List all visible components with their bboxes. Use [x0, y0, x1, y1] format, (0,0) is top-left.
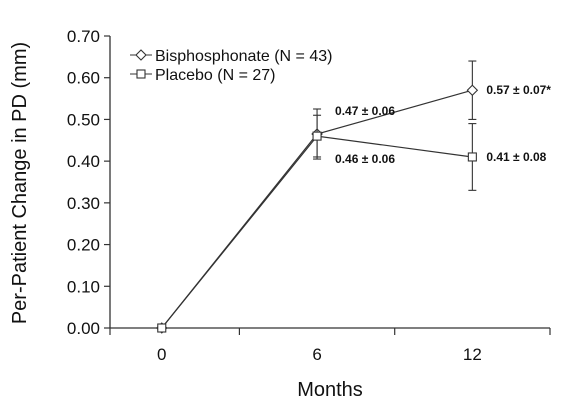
y-tick-label: 0.50 [67, 110, 100, 129]
axes: 0.00 0.10 0.20 0.30 0.40 0.50 0.60 0.70 0 6 12 [67, 27, 551, 364]
y-tick-label: 0.60 [67, 69, 100, 88]
data-label: 0.47 ± 0.06 [335, 104, 395, 118]
y-tick-label: 0.70 [67, 27, 100, 46]
y-tick-label: 0.20 [67, 236, 100, 255]
data-label: 0.41 ± 0.08 [486, 150, 546, 164]
data-point-square [467, 152, 477, 162]
data-point-square [157, 323, 167, 333]
data-point-diamond [466, 84, 479, 97]
legend-label: Bisphosphonate (N = 43) [155, 48, 332, 65]
x-axis-title: Months [297, 379, 363, 401]
legend-marker-square [136, 69, 146, 79]
x-tick-label: 6 [312, 345, 321, 364]
annotation-layer: 0.47 ± 0.06 0.46 ± 0.06 0.57 ± 0.07* 0.41 ±… [335, 83, 551, 166]
data-point-square [312, 131, 322, 141]
series-layer [155, 60, 479, 334]
y-tick-label: 0.40 [67, 152, 100, 171]
data-label: 0.46 ± 0.06 [335, 152, 395, 166]
y-axis-title: Per-Patient Change in PD (mm) [9, 42, 31, 324]
x-tick-label: 0 [157, 345, 166, 364]
series-line-1 [161, 135, 473, 329]
legend: Bisphosphonate (N = 43) Placebo (N = 27) [130, 48, 332, 84]
y-tick-label: 0.10 [67, 277, 100, 296]
data-label: 0.57 ± 0.07* [486, 83, 551, 97]
legend-label: Placebo (N = 27) [155, 67, 276, 84]
y-tick-label: 0.00 [67, 319, 100, 338]
y-tick-label: 0.30 [67, 194, 100, 213]
legend-marker-diamond [135, 49, 147, 61]
x-tick-label: 12 [463, 345, 482, 364]
